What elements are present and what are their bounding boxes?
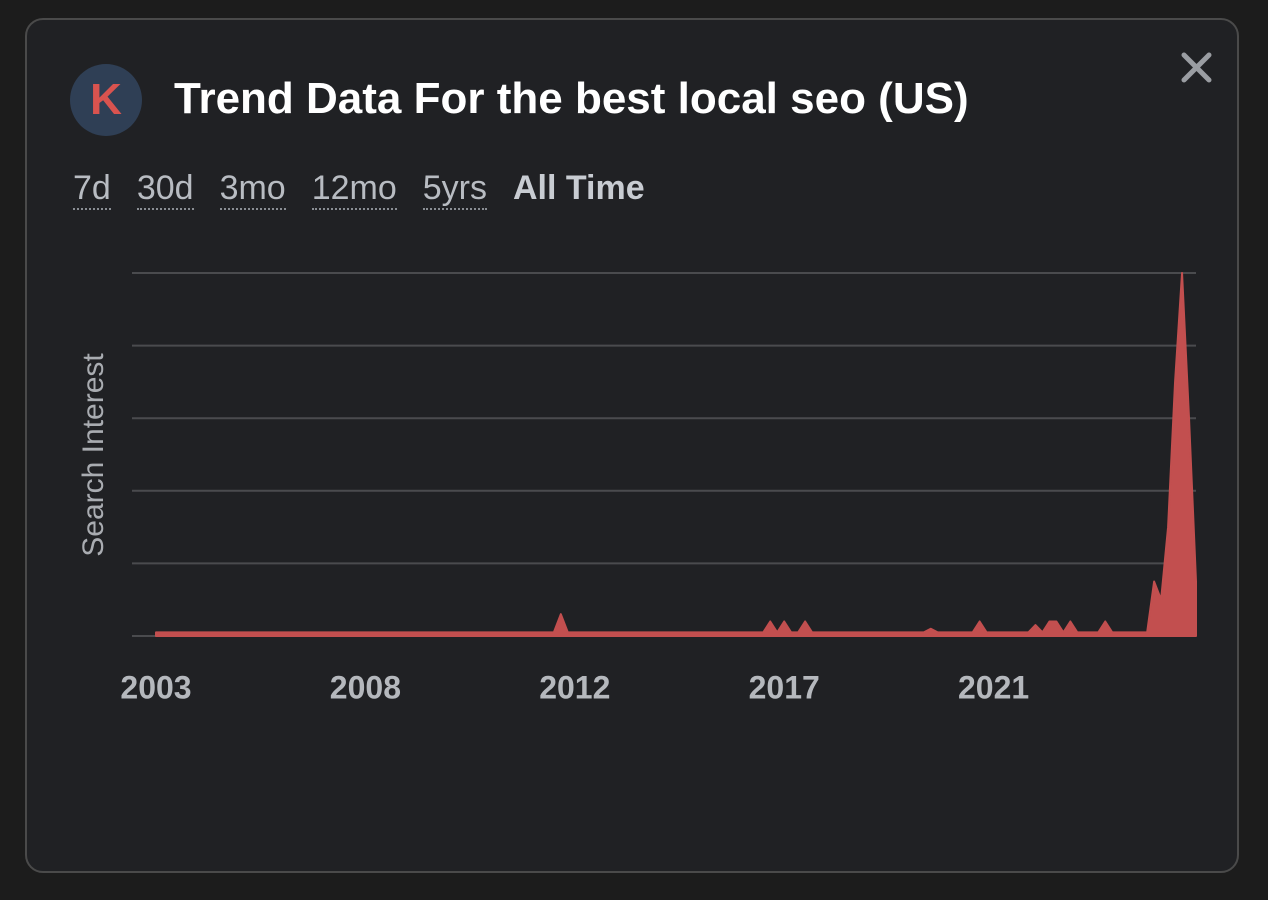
title: Trend Data For the best local seo (US) — [174, 74, 969, 123]
y-axis-label: Search Interest — [77, 353, 110, 557]
range-tab[interactable]: 7d — [73, 168, 111, 210]
x-tick-label: 2008 — [330, 669, 401, 705]
close-button[interactable] — [1181, 52, 1212, 83]
area — [155, 272, 1197, 637]
trend-card — [25, 18, 1239, 873]
x-tick-label: 2021 — [958, 669, 1029, 705]
range-tabs: 7d 30d 3mo 12mo 5yrs All Time — [73, 168, 645, 210]
range-tab[interactable]: 30d — [136, 168, 194, 210]
range-tab[interactable]: 5yrs — [422, 168, 487, 210]
close-icon[interactable] — [1181, 52, 1212, 83]
logo: K — [70, 64, 142, 136]
range-tab[interactable]: All Time — [513, 169, 645, 207]
range-tab[interactable]: 3mo — [219, 168, 286, 210]
x-tick-label: 2017 — [749, 669, 820, 705]
range-tab[interactable]: 12mo — [311, 168, 397, 210]
x-tick-label: 2003 — [120, 669, 191, 705]
x-tick-label: 2012 — [539, 669, 610, 705]
